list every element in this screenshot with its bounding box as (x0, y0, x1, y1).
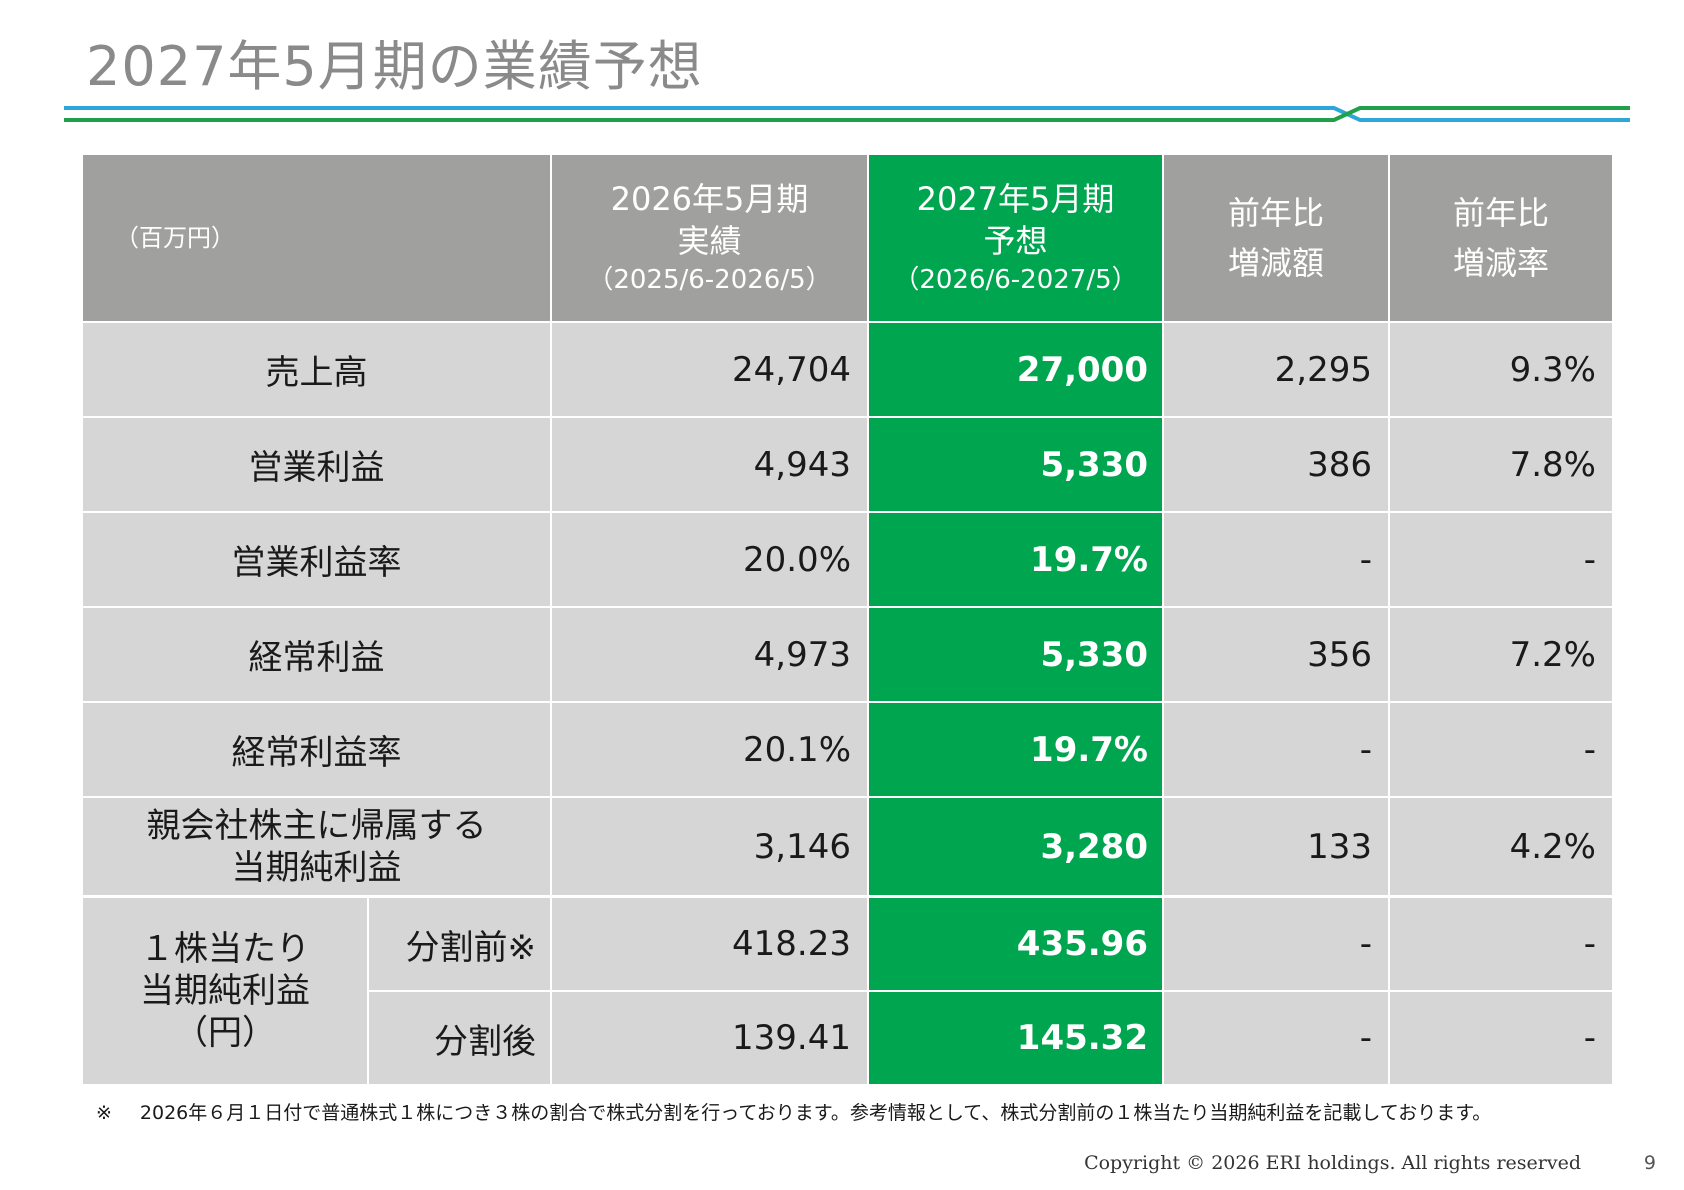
row-label: 親会社株主に帰属する 当期純利益 (81, 796, 552, 898)
row-ordinary-margin: 経常利益率 20.1% 19.7% - - (81, 701, 1614, 798)
rate-value: - (1388, 511, 1614, 608)
rate-value: - (1388, 990, 1614, 1086)
actual-value: 20.0% (550, 511, 869, 608)
title-divider (64, 106, 1630, 122)
row-operating-margin: 営業利益率 20.0% 19.7% - - (81, 511, 1614, 608)
header-actual-kind: 実績 (677, 222, 742, 260)
actual-value: 4,943 (550, 416, 869, 513)
row-label-line2: 当期純利益 (231, 847, 402, 888)
change-value: - (1162, 511, 1390, 608)
eps-sublabel: 分割後 (367, 990, 552, 1086)
header-forecast-kind: 予想 (983, 222, 1048, 260)
rate-value: - (1388, 895, 1614, 992)
page-number: 9 (1643, 1152, 1656, 1174)
header-forecast-period: 2027年5月期 (916, 180, 1115, 218)
row-label: 経常利益 (81, 606, 552, 703)
actual-value: 139.41 (550, 990, 869, 1086)
row-eps-pre-split: １株当たり 当期純利益 （円） 分割前※ 418.23 435.96 - - (81, 895, 1614, 1086)
eps-label-line1: １株当たり (140, 929, 310, 969)
rate-value: 4.2% (1388, 796, 1614, 898)
eps-label-line2: 当期純利益 (140, 971, 310, 1011)
forecast-value: 5,330 (867, 416, 1164, 513)
row-net-income: 親会社株主に帰属する 当期純利益 3,146 3,280 133 4.2% (81, 796, 1614, 898)
forecast-value: 19.7% (867, 511, 1164, 608)
rate-value: 7.8% (1388, 416, 1614, 513)
footnote-mark: ※ (96, 1102, 112, 1124)
rate-value: 7.2% (1388, 606, 1614, 703)
actual-value: 24,704 (550, 321, 869, 418)
actual-value: 20.1% (550, 701, 869, 798)
header-rate: 前年比 増減率 (1388, 153, 1614, 323)
header-row: （百万円） 2026年5月期 実績 （2025/6-2026/5） 2027年5… (81, 153, 1614, 323)
eps-sublabel: 分割前※ (367, 895, 552, 992)
header-actual: 2026年5月期 実績 （2025/6-2026/5） (550, 153, 869, 323)
row-label: 売上高 (81, 321, 552, 418)
row-label: 営業利益 (81, 416, 552, 513)
header-forecast-range: （2026/6-2027/5） (893, 265, 1138, 295)
change-value: 133 (1162, 796, 1390, 898)
forecast-value: 19.7% (867, 701, 1164, 798)
actual-value: 3,146 (550, 796, 869, 898)
row-label-line1: 親会社株主に帰属する (146, 805, 487, 846)
forecast-value: 145.32 (867, 990, 1164, 1086)
forecast-value: 435.96 (867, 895, 1164, 992)
footnote-text: 2026年６月１日付で普通株式１株につき３株の割合で株式分割を行っております。参… (139, 1102, 1492, 1124)
forecast-table: （百万円） 2026年5月期 実績 （2025/6-2026/5） 2027年5… (81, 153, 1614, 1086)
change-value: 356 (1162, 606, 1390, 703)
copyright: Copyright © 2026 ERI holdings. All right… (1084, 1152, 1581, 1174)
row-eps-post-split: 分割後 139.41 145.32 - - (82, 990, 1614, 1086)
page-title: 2027年5月期の業績予想 (86, 35, 703, 98)
change-value: - (1162, 990, 1390, 1086)
row-label: 営業利益率 (81, 511, 552, 608)
rate-value: 9.3% (1388, 321, 1614, 418)
footnote: ※ 2026年６月１日付で普通株式１株につき３株の割合で株式分割を行っております。… (96, 1098, 1491, 1125)
row-label: 経常利益率 (81, 701, 552, 798)
eps-label-line3: （円） (174, 1013, 276, 1053)
change-value: - (1162, 895, 1390, 992)
row-ordinary-income: 経常利益 4,973 5,330 356 7.2% (81, 606, 1614, 703)
change-value: - (1162, 701, 1390, 798)
row-operating-income: 営業利益 4,943 5,330 386 7.8% (81, 416, 1614, 513)
header-change-line2: 増減額 (1227, 244, 1324, 282)
header-actual-range: （2025/6-2026/5） (587, 265, 832, 295)
forecast-value: 27,000 (867, 321, 1164, 418)
header-forecast: 2027年5月期 予想 （2026/6-2027/5） (867, 153, 1164, 323)
header-change: 前年比 増減額 (1162, 153, 1390, 323)
rate-value: - (1388, 701, 1614, 798)
header-actual-period: 2026年5月期 (610, 180, 809, 218)
forecast-value: 3,280 (867, 796, 1164, 898)
header-rate-line1: 前年比 (1452, 194, 1549, 232)
change-value: 386 (1162, 416, 1390, 513)
unit-label: （百万円） (81, 153, 552, 323)
row-net-sales: 売上高 24,704 27,000 2,295 9.3% (81, 321, 1614, 418)
forecast-value: 5,330 (867, 606, 1164, 703)
change-value: 2,295 (1162, 321, 1390, 418)
actual-value: 4,973 (550, 606, 869, 703)
eps-label: １株当たり 当期純利益 （円） (81, 895, 369, 1086)
header-change-line1: 前年比 (1227, 194, 1324, 232)
header-rate-line2: 増減率 (1452, 244, 1549, 282)
actual-value: 418.23 (550, 895, 869, 992)
